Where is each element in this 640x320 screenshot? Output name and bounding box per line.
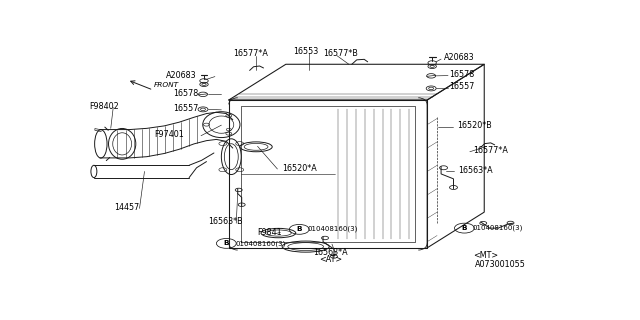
Text: F97401: F97401 (154, 131, 184, 140)
Text: 14457: 14457 (114, 203, 139, 212)
Text: B: B (296, 226, 302, 232)
Text: 16563*A: 16563*A (458, 166, 493, 175)
Text: 010408160(3): 010408160(3) (473, 224, 524, 231)
Text: B: B (461, 225, 467, 231)
Text: A073001055: A073001055 (476, 260, 526, 269)
Text: FRONT: FRONT (154, 82, 179, 88)
Text: A20683: A20683 (166, 71, 197, 80)
Text: 16577*B: 16577*B (323, 49, 358, 58)
Text: <MT>: <MT> (474, 251, 499, 260)
Text: 010408160(3): 010408160(3) (307, 225, 358, 232)
Text: 16578: 16578 (173, 89, 198, 98)
Text: 16557: 16557 (173, 104, 198, 113)
Text: <AT>: <AT> (319, 255, 342, 264)
Text: 16557: 16557 (449, 83, 475, 92)
Text: 16563*A: 16563*A (313, 248, 348, 257)
Text: B: B (223, 240, 229, 246)
Text: A20683: A20683 (444, 53, 474, 62)
Text: 16563*B: 16563*B (208, 218, 243, 227)
Text: F9841: F9841 (257, 228, 282, 237)
Text: 16520*B: 16520*B (457, 121, 492, 130)
Text: 16577*A: 16577*A (473, 146, 508, 155)
Text: 16553: 16553 (293, 47, 319, 56)
Text: 16520*A: 16520*A (282, 164, 317, 173)
Text: 16578: 16578 (449, 70, 475, 79)
Text: 010408160(3): 010408160(3) (236, 240, 285, 247)
Text: F98402: F98402 (89, 102, 118, 111)
Text: 16577*A: 16577*A (233, 49, 268, 58)
